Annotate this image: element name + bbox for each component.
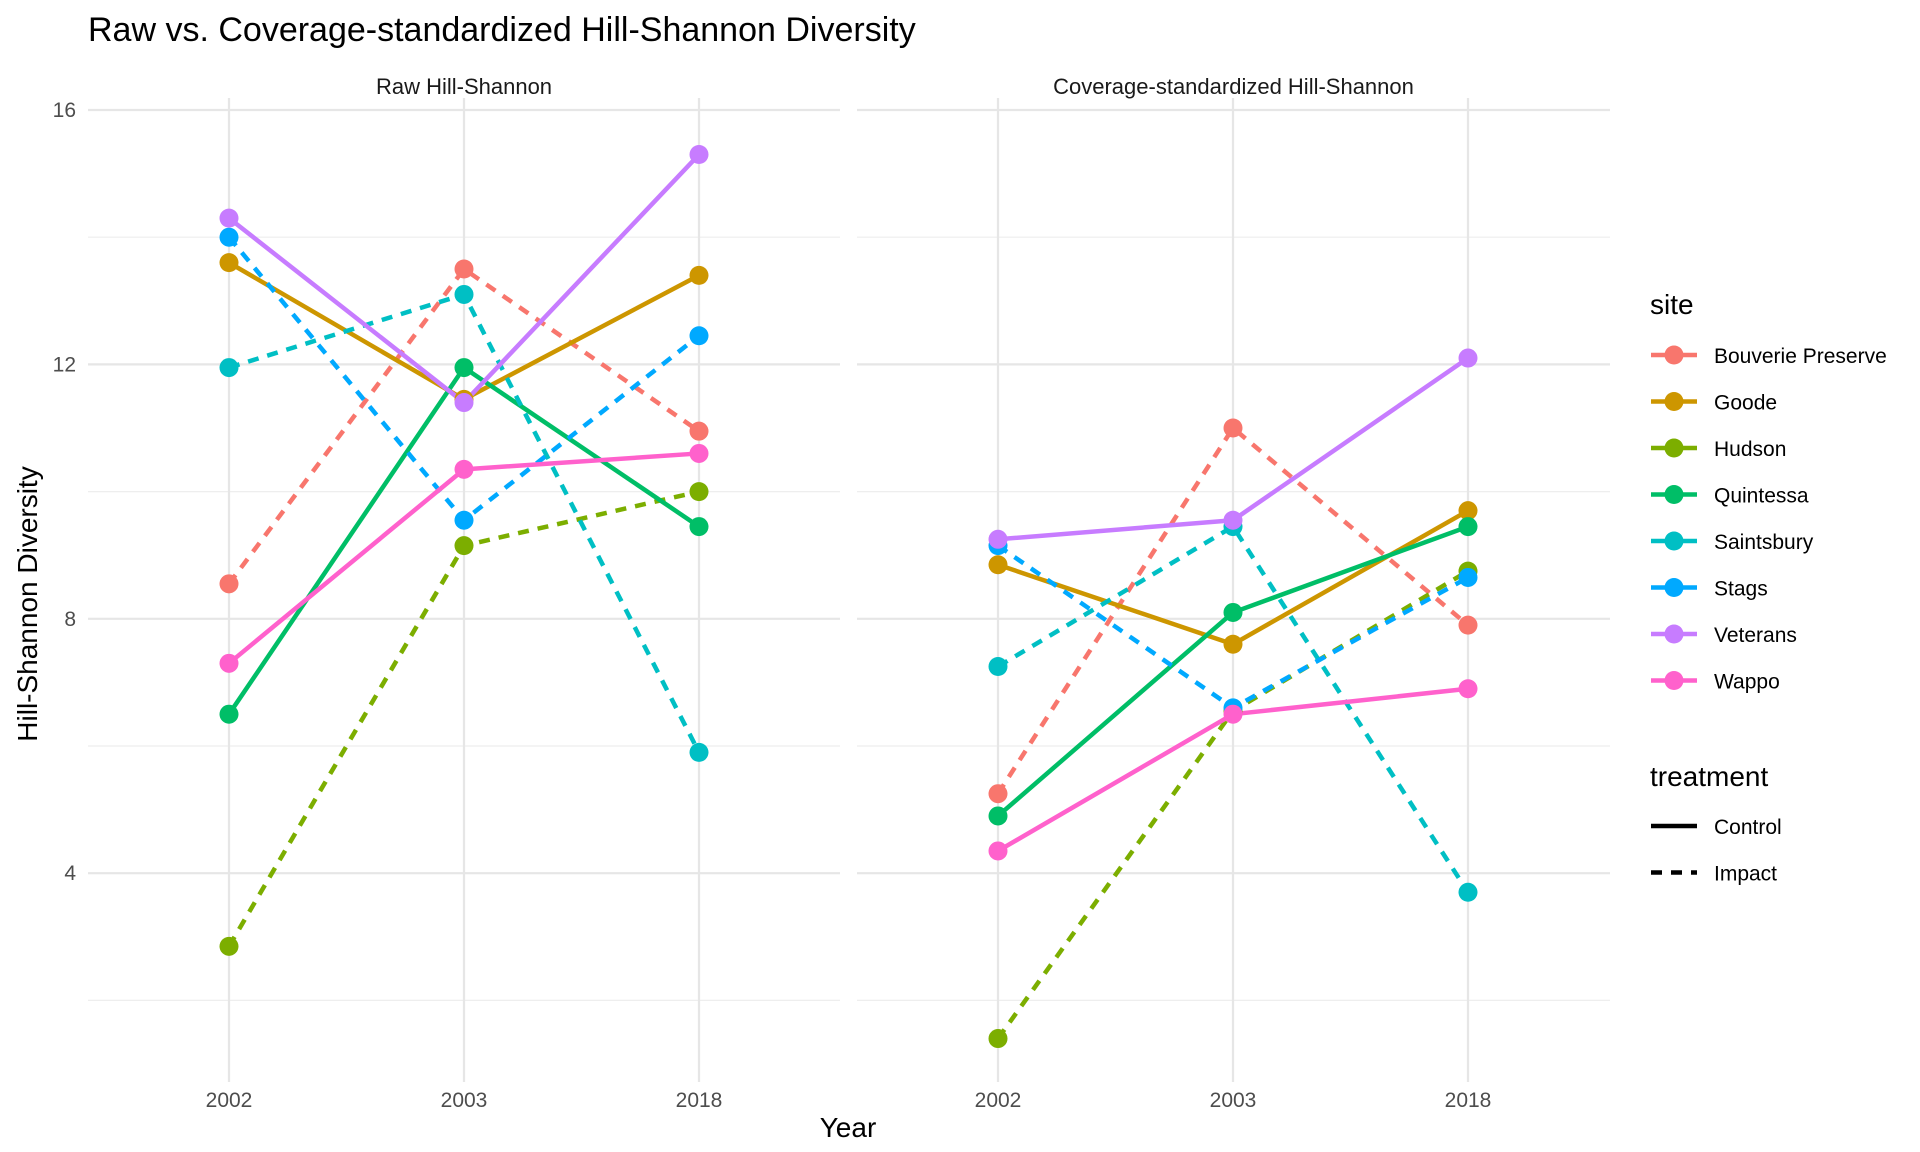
x-tick-label: 2002 [206,1089,253,1112]
data-point-wappo [689,443,709,463]
y-tick-label: 12 [53,353,76,376]
y-axis-title: Hill-Shannon Diversity [12,466,43,741]
data-point-quintessa [454,358,474,378]
data-point-bouverie-preserve [219,574,239,594]
data-point-bouverie-preserve [689,421,709,441]
data-point-wappo [988,841,1008,861]
data-point-stags [454,510,474,530]
data-point-hudson [988,1029,1008,1049]
data-point-saintsbury [988,657,1008,676]
legend-label-site: Veterans [1714,624,1797,647]
x-axis-title: Year [820,1112,877,1143]
data-point-stags [219,227,239,247]
data-point-quintessa [1223,602,1243,622]
panel-raw-hill-shannon: Raw Hill-Shannon 2002 2003 2018 4 8 12 16 [53,74,840,1112]
chart-title: Raw vs. Coverage-standardized Hill-Shann… [88,11,916,49]
data-point-stags [1458,567,1478,587]
legend-label-site: Saintsbury [1714,531,1814,554]
y-tick-label: 4 [64,862,76,885]
data-point-bouverie-preserve [454,259,474,279]
legend-label-site: Wappo [1714,671,1780,694]
legend-key-point [1664,671,1684,690]
data-point-saintsbury [454,284,474,304]
data-point-bouverie-preserve [1223,418,1243,438]
panel-strip-label: Coverage-standardized Hill-Shannon [1053,74,1414,99]
data-point-veterans [454,393,474,413]
data-point-hudson [219,936,239,956]
x-tick-label: 2003 [1210,1089,1257,1112]
data-point-hudson [454,536,474,556]
legend: site Bouverie Preserve Goode Hudson Quintess… [1650,289,1887,886]
x-tick-label: 2018 [1445,1089,1492,1112]
legend-key-point [1664,485,1684,504]
legend-label-site: Quintessa [1714,485,1809,508]
data-point-stags [689,326,709,346]
data-point-wappo [454,459,474,479]
data-point-saintsbury [1458,882,1478,902]
data-point-bouverie-preserve [988,784,1008,804]
data-point-veterans [219,208,239,228]
data-point-veterans [689,145,709,165]
data-point-veterans [988,529,1008,549]
data-point-quintessa [219,704,239,724]
data-point-wappo [1223,704,1243,724]
y-tick-label: 16 [53,99,76,122]
data-point-quintessa [1458,517,1478,537]
data-point-goode [1458,501,1478,521]
data-point-quintessa [988,806,1008,826]
data-point-wappo [219,653,239,673]
legend-label-treatment: Impact [1714,863,1777,886]
series-line-bouverie-preserve [996,425,1470,795]
legend-label-treatment: Control [1714,816,1782,839]
data-point-saintsbury [219,358,239,378]
legend-title-treatment: treatment [1650,761,1768,792]
panel-coverage-standardized: Coverage-standardized Hill-Shannon 2002 20… [857,74,1610,1112]
legend-label-site: Goode [1714,392,1777,415]
series-line-bouverie-preserve [227,266,701,586]
legend-key-point [1664,345,1684,365]
legend-key-point [1664,624,1684,644]
data-point-goode [219,253,239,273]
legend-key-point [1664,438,1684,458]
data-point-saintsbury [689,742,709,762]
data-point-goode [1223,634,1243,654]
data-point-quintessa [689,517,709,537]
y-tick-label: 8 [64,608,76,631]
series-line-saintsbury [996,524,1470,894]
legend-key-point [1664,578,1684,597]
data-point-veterans [1223,510,1243,530]
legend-label-site: Hudson [1714,438,1786,461]
data-point-goode [689,265,709,285]
data-point-bouverie-preserve [1458,615,1478,635]
legend-label-site: Bouverie Preserve [1714,345,1887,368]
x-tick-label: 2002 [975,1089,1022,1112]
x-tick-label: 2003 [441,1089,488,1112]
x-tick-label: 2018 [676,1089,723,1112]
legend-label-site: Stags [1714,578,1768,601]
data-point-goode [988,555,1008,575]
legend-title-site: site [1650,289,1694,320]
panel-strip-label: Raw Hill-Shannon [376,74,552,99]
legend-key-point [1664,392,1684,411]
data-point-wappo [1458,679,1478,699]
data-point-veterans [1458,348,1478,368]
data-point-hudson [689,482,709,502]
legend-key-point [1664,531,1684,551]
